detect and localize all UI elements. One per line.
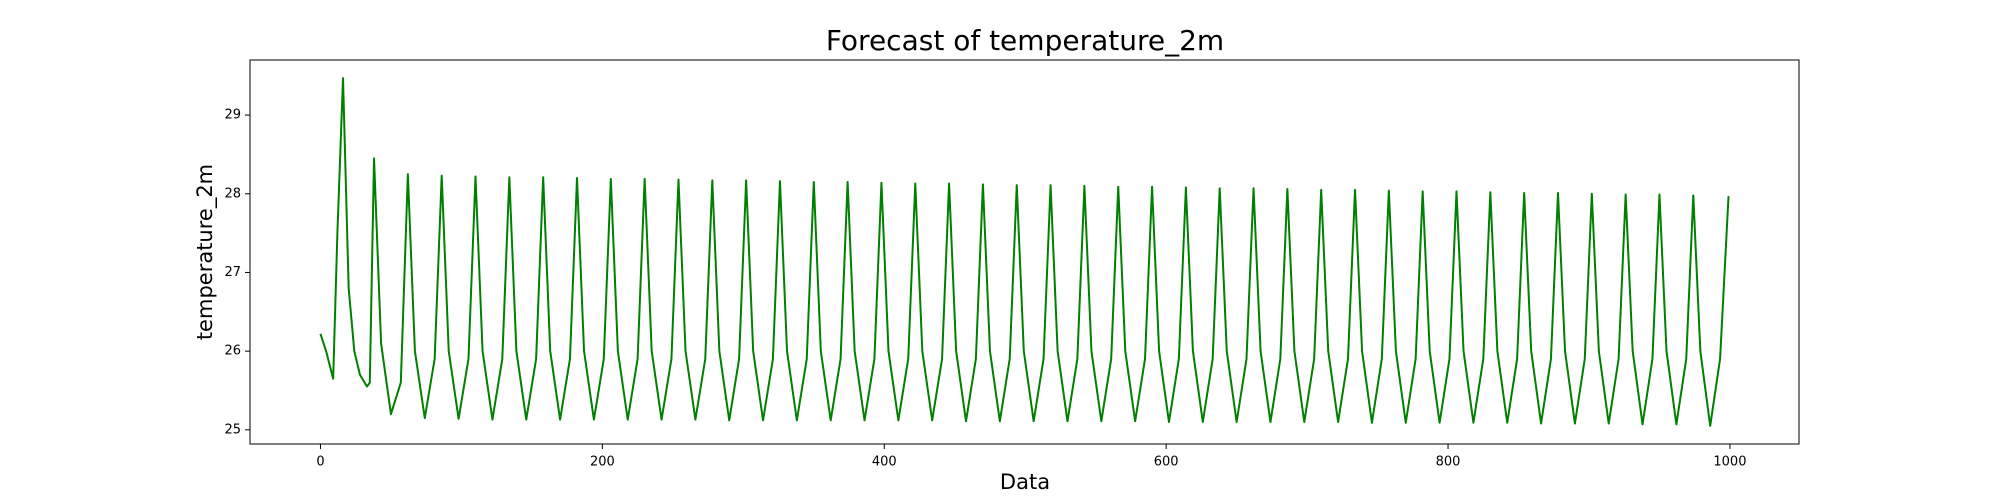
x-tick-label: 600 — [1154, 455, 1179, 470]
line-series — [319, 77, 1730, 427]
y-axis-label: temperature_2m — [193, 164, 218, 340]
y-tick-label: 28 — [224, 186, 241, 201]
chart-title: Forecast of temperature_2m — [826, 24, 1224, 57]
y-tick-label: 29 — [224, 108, 241, 123]
x-tick-label: 400 — [872, 455, 897, 470]
plot-frame — [249, 59, 1800, 445]
x-axis-label: Data — [1000, 470, 1050, 494]
y-tick-label: 27 — [224, 265, 241, 280]
x-tick-label: 800 — [1436, 455, 1461, 470]
x-tick-label: 0 — [316, 455, 324, 470]
y-tick-label: 25 — [224, 422, 241, 437]
x-tick-label: 200 — [590, 455, 615, 470]
y-tick-label: 26 — [224, 344, 241, 359]
x-tick-label: 1000 — [1713, 455, 1746, 470]
